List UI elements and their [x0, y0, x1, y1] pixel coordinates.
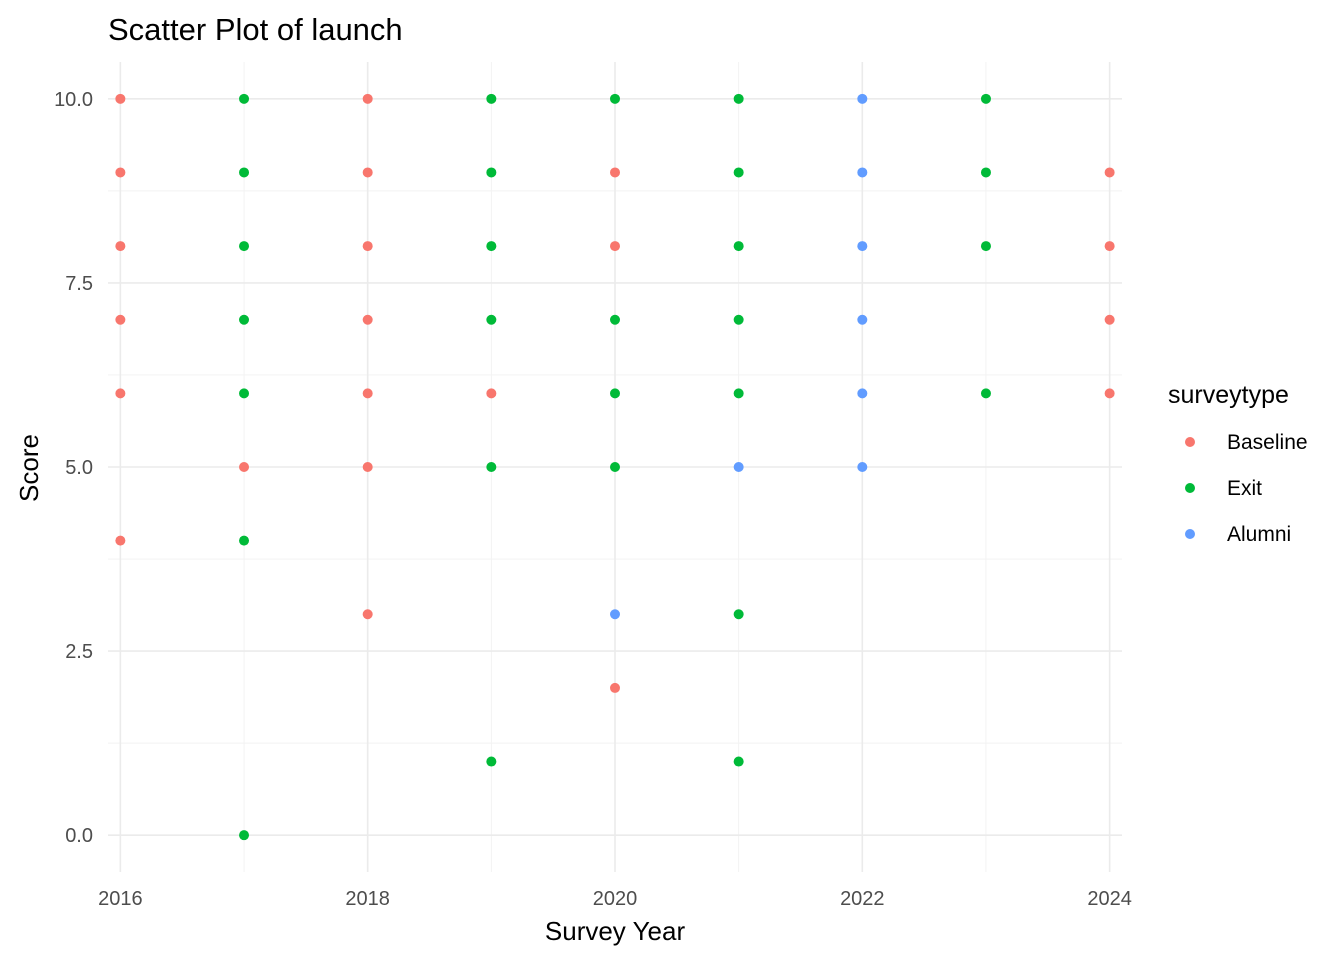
legend-label: Exit: [1227, 477, 1262, 500]
data-point: [857, 94, 867, 104]
x-axis-title: Survey Year: [545, 916, 686, 946]
data-point: [857, 462, 867, 472]
data-point: [239, 536, 249, 546]
x-tick-label: 2018: [345, 888, 390, 910]
data-point: [734, 241, 744, 251]
data-point: [734, 315, 744, 325]
legend-label: Baseline: [1227, 431, 1308, 454]
data-point: [486, 757, 496, 767]
data-point: [115, 315, 125, 325]
x-axis-ticks: 2016 2018 2020 2022 2024: [98, 888, 1132, 910]
y-axis-title: Score: [14, 434, 44, 502]
data-point: [115, 94, 125, 104]
data-point: [115, 536, 125, 546]
y-axis-ticks: 0.0 2.5 5.0 7.5 10.0: [54, 89, 93, 847]
legend-key-exit: [1185, 483, 1195, 493]
data-point: [734, 462, 744, 472]
data-point: [115, 388, 125, 398]
data-point: [857, 315, 867, 325]
x-tick-label: 2020: [593, 888, 638, 910]
data-point: [610, 683, 620, 693]
data-point: [363, 609, 373, 619]
data-point: [363, 241, 373, 251]
data-point: [857, 241, 867, 251]
data-point: [239, 830, 249, 840]
y-tick-label: 5.0: [65, 457, 93, 479]
data-point: [610, 241, 620, 251]
data-point: [363, 462, 373, 472]
data-point: [486, 94, 496, 104]
data-point: [239, 241, 249, 251]
data-point: [239, 462, 249, 472]
data-point: [363, 315, 373, 325]
data-point: [610, 94, 620, 104]
chart-title: Scatter Plot of launch: [108, 12, 403, 47]
data-point: [363, 94, 373, 104]
y-tick-label: 7.5: [65, 273, 93, 295]
x-tick-label: 2016: [98, 888, 143, 910]
data-point: [981, 167, 991, 177]
data-point: [486, 315, 496, 325]
data-point: [239, 315, 249, 325]
data-point: [734, 167, 744, 177]
data-point: [486, 462, 496, 472]
data-point: [1105, 241, 1115, 251]
data-point: [486, 388, 496, 398]
data-point: [857, 167, 867, 177]
data-point: [734, 757, 744, 767]
data-point: [239, 388, 249, 398]
data-point: [486, 241, 496, 251]
y-tick-label: 0.0: [65, 825, 93, 847]
data-point: [734, 609, 744, 619]
data-point: [1105, 388, 1115, 398]
data-point: [981, 388, 991, 398]
y-tick-label: 2.5: [65, 641, 93, 663]
y-tick-label: 10.0: [54, 89, 93, 111]
data-point: [857, 388, 867, 398]
legend-key-alumni: [1185, 529, 1195, 539]
data-point: [610, 167, 620, 177]
data-point: [610, 462, 620, 472]
data-point: [363, 388, 373, 398]
data-point: [610, 388, 620, 398]
legend-title: surveytype: [1168, 381, 1289, 409]
data-point: [115, 241, 125, 251]
data-point: [363, 167, 373, 177]
data-point: [486, 167, 496, 177]
data-point: [610, 315, 620, 325]
data-point: [981, 241, 991, 251]
data-point: [610, 609, 620, 619]
data-point: [734, 94, 744, 104]
data-point: [239, 94, 249, 104]
x-tick-label: 2022: [840, 888, 885, 910]
data-point: [734, 388, 744, 398]
legend: surveytype Baseline Exit Alumni: [1168, 381, 1308, 546]
legend-key-baseline: [1185, 437, 1195, 447]
data-point: [1105, 315, 1115, 325]
data-point: [981, 94, 991, 104]
data-point: [239, 167, 249, 177]
data-point: [115, 167, 125, 177]
data-point: [1105, 167, 1115, 177]
x-tick-label: 2024: [1087, 888, 1132, 910]
legend-label: Alumni: [1227, 523, 1291, 546]
